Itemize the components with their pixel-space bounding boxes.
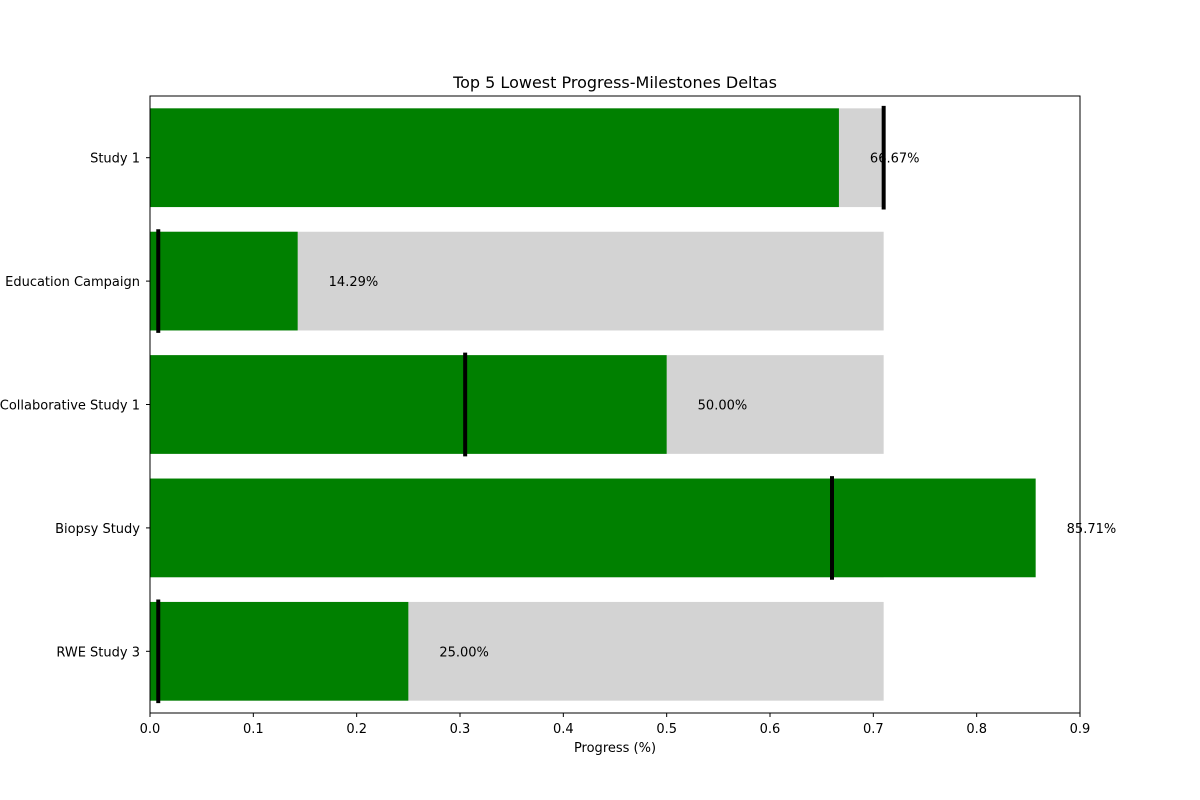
progress-bar: [150, 231, 298, 331]
data-label: 85.71%: [1067, 522, 1117, 537]
y-tick-label: Collaborative Study 1: [0, 399, 140, 414]
x-tick-label: 0.9: [1070, 722, 1091, 737]
x-tick-label: 0.2: [346, 722, 367, 737]
y-tick-label: Education Campaign: [5, 275, 140, 290]
x-tick-label: 0.3: [450, 722, 471, 737]
x-axis-label: Progress (%): [574, 741, 656, 756]
data-label: 66.67%: [870, 152, 920, 167]
y-tick-label: RWE Study 3: [56, 645, 140, 660]
data-label: 25.00%: [439, 645, 489, 660]
x-tick-label: 0.7: [863, 722, 884, 737]
data-label: 50.00%: [698, 399, 748, 414]
y-tick-label: Study 1: [90, 152, 140, 167]
progress-bar: [150, 601, 409, 701]
x-axis: 0.0 0.1 0.2 0.3 0.4 0.5 0.6 0.7 0.8 0.9: [140, 713, 1091, 737]
progress-bar: [150, 478, 1036, 578]
x-tick-label: 0.6: [760, 722, 781, 737]
x-tick-label: 0.1: [243, 722, 264, 737]
y-axis: Study 1 Education Campaign Collaborative S…: [0, 152, 150, 660]
data-labels-layer: 66.67% 14.29% 50.00% 85.71% 25.00%: [329, 152, 1117, 661]
x-tick-label: 0.8: [966, 722, 987, 737]
x-tick-label: 0.5: [656, 722, 677, 737]
bars-layer: [150, 108, 1036, 701]
progress-bar: [150, 108, 839, 208]
x-tick-label: 0.4: [553, 722, 574, 737]
y-tick-label: Biopsy Study: [55, 522, 140, 537]
x-tick-label: 0.0: [140, 722, 161, 737]
data-label: 14.29%: [329, 275, 379, 290]
progress-bar: [150, 355, 667, 454]
markers-layer: [156, 105, 886, 704]
chart-title: Top 5 Lowest Progress-Milestones Deltas: [452, 73, 777, 92]
